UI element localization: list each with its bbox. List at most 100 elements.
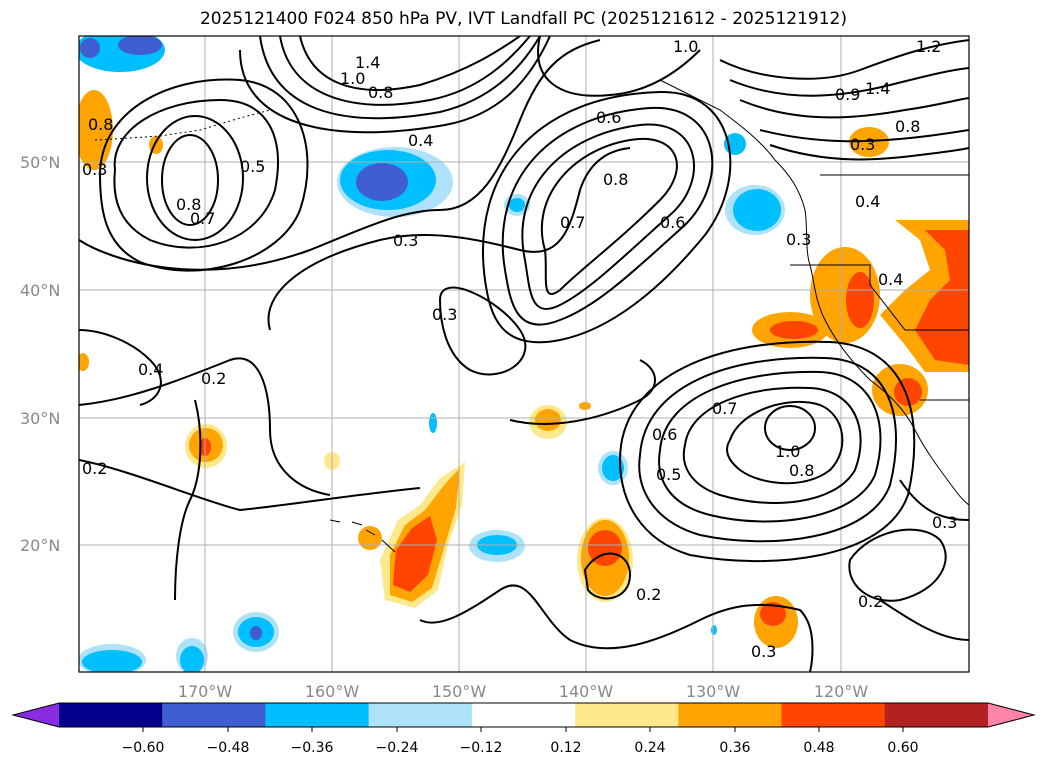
positive-patch (79, 353, 89, 371)
contour-line (79, 39, 601, 271)
colorbar-segment (678, 703, 783, 727)
contour-label: 0.2 (82, 459, 107, 478)
colorbar-tick-label: 0.48 (803, 740, 834, 756)
contour-line (879, 599, 969, 641)
lon-labels: 170°W 160°W 150°W 140°W 130°W 120°W (178, 682, 869, 701)
contour-line (658, 370, 882, 523)
contour-label: 0.2 (858, 592, 883, 611)
contour-line (729, 67, 969, 97)
negative-patch (80, 38, 100, 58)
lon-label: 170°W (178, 682, 233, 701)
colorbar-tick-label: 0.24 (634, 740, 665, 756)
contour-label: 0.7 (712, 399, 737, 418)
contour-line (638, 356, 898, 543)
contour-line (719, 39, 969, 80)
negative-patch (711, 625, 717, 635)
contour-label: 0.7 (190, 209, 215, 228)
contour-line (682, 386, 862, 504)
contour-line (161, 134, 219, 226)
colorbar-segment (471, 703, 576, 727)
islands-aleutian (94, 109, 271, 141)
contour-line (509, 359, 656, 425)
contour-label: 1.0 (673, 37, 698, 56)
lon-label: 120°W (814, 682, 869, 701)
negative-patch (180, 646, 204, 672)
positive-patch-hawaii (380, 462, 465, 608)
contour-line (438, 286, 527, 376)
colorbar: −0.60 −0.48 −0.36 −0.24 −0.12 0.12 0.24 0.36 0.4… (11, 702, 1036, 756)
negative-patch (429, 413, 437, 433)
lat-labels: 50°N 40°N 30°N 20°N (20, 153, 60, 555)
pv-contours (79, 36, 969, 672)
contour-line (583, 552, 632, 600)
contour-label: 0.8 (88, 115, 113, 134)
positive-patch (894, 378, 922, 406)
contour-labels: 1.0 1.2 1.4 1.0 0.8 0.6 0.4 0.5 0.8 0.7 … (82, 37, 957, 661)
colorbar-outline (11, 702, 1036, 728)
border (790, 264, 969, 331)
contour-line (174, 399, 202, 601)
contour-label: 0.8 (368, 83, 393, 102)
contour-line (267, 147, 631, 331)
contour-label: 0.4 (138, 360, 163, 379)
positive-patch (358, 526, 382, 550)
contour-label: 0.7 (560, 213, 585, 232)
lat-label: 20°N (20, 536, 60, 555)
coastlines (94, 79, 969, 553)
contour-label: 0.2 (201, 369, 226, 388)
contour-line (521, 123, 695, 310)
contour-line (299, 36, 521, 91)
colorbar-tick-label: −0.24 (376, 740, 419, 756)
contour-label: 0.5 (656, 465, 681, 484)
colorbar-segment (265, 703, 370, 727)
contour-label: 0.3 (751, 642, 776, 661)
negative-patch (733, 189, 781, 231)
contour-label: 1.4 (355, 53, 380, 72)
contour-line (848, 528, 947, 602)
contour-line (759, 129, 969, 143)
lon-label: 140°W (559, 682, 614, 701)
contour-label: 0.4 (855, 192, 880, 211)
contour-line (239, 36, 551, 134)
contour-label: 0.8 (176, 195, 201, 214)
colorbar-tick-label: 0.12 (550, 740, 581, 756)
contour-line (726, 400, 844, 485)
contour-label: 0.2 (636, 585, 661, 604)
contour-line (419, 584, 814, 672)
contour-label: 0.6 (660, 213, 685, 232)
contour-line (501, 106, 714, 326)
positive-patch (760, 602, 786, 626)
contour-label: 0.6 (652, 425, 677, 444)
shaded-anomalies (79, 36, 969, 672)
negative-patch (250, 626, 262, 640)
positive-patch (579, 402, 591, 410)
colorbar-tick-label: 0.36 (719, 740, 750, 756)
contour-line (259, 36, 541, 120)
map-frame (78, 35, 970, 673)
colorbar-extend-low (13, 703, 59, 727)
contour-line (769, 144, 969, 161)
contour-line (146, 115, 244, 241)
negative-patch (509, 198, 525, 212)
colorbar-extend-high (988, 703, 1034, 727)
negative-patch (602, 455, 624, 481)
colorbar-segment (162, 703, 266, 727)
contour-line (540, 137, 678, 296)
contour-line (79, 329, 162, 406)
colorbar-tick-label: 0.60 (887, 740, 918, 756)
positive-patch (770, 321, 818, 339)
contour-label: 0.3 (850, 135, 875, 154)
contour-line (537, 36, 701, 97)
negative-patch (356, 163, 408, 201)
gridlines (79, 36, 969, 672)
contour-label: 0.9 (835, 85, 860, 104)
contour-line (482, 90, 732, 344)
contour-line (899, 479, 969, 521)
contour-line (618, 340, 916, 563)
colorbar-segment (884, 703, 989, 727)
islands-hawaii (329, 519, 396, 553)
contour-label: 0.4 (878, 270, 903, 289)
colorbar-segment (368, 703, 473, 727)
contour-line (739, 97, 969, 119)
contour-label: 0.8 (895, 117, 920, 136)
